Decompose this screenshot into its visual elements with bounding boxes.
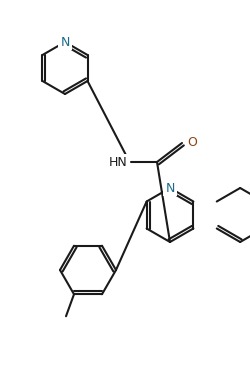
- Text: O: O: [187, 137, 197, 149]
- Text: N: N: [165, 182, 175, 194]
- Text: N: N: [60, 36, 70, 49]
- Text: HN: HN: [108, 156, 128, 168]
